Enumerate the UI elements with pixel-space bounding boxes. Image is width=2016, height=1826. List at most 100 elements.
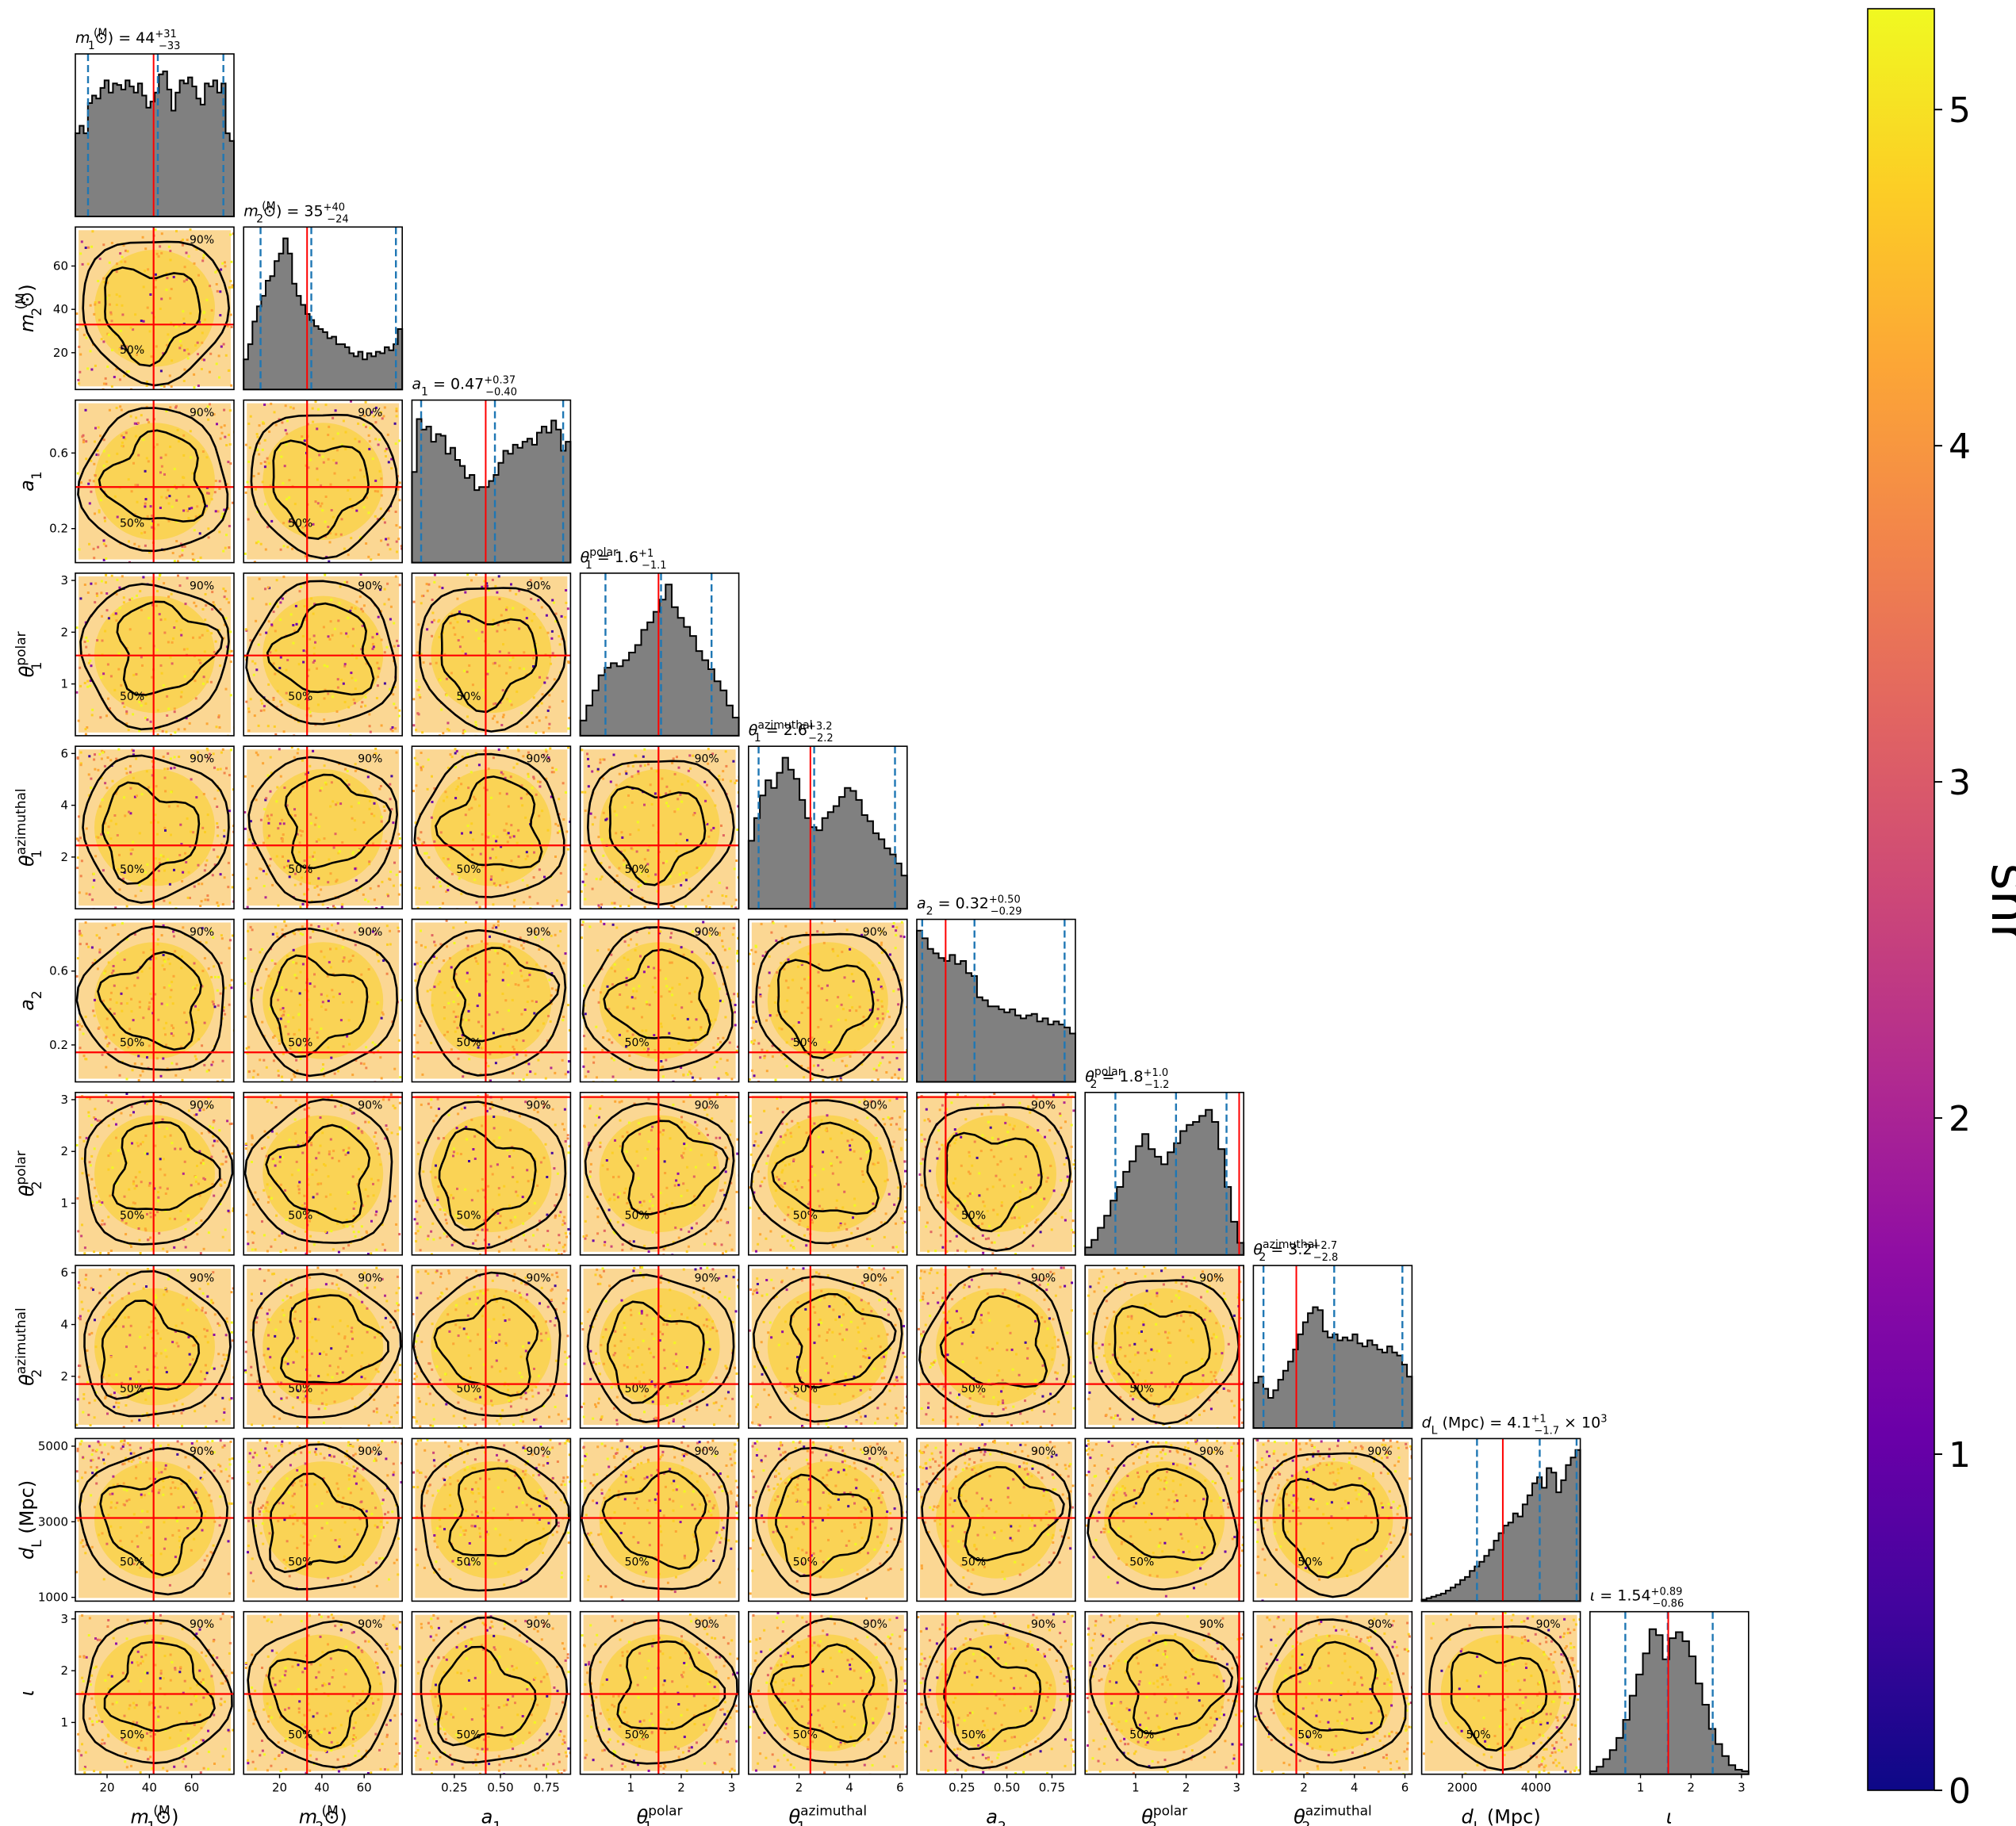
sample-point — [565, 1235, 568, 1238]
sample-point — [107, 1252, 110, 1255]
sample-point — [200, 1131, 203, 1135]
scatter-panel-m1-vs-theta2p: 90%50% — [75, 1092, 235, 1256]
sample-point — [715, 1136, 718, 1139]
sample-point — [270, 771, 273, 775]
sample-point — [140, 793, 144, 796]
sample-point — [960, 1135, 963, 1139]
sample-point — [548, 978, 551, 982]
sample-point — [722, 982, 725, 986]
sample-point — [169, 297, 172, 300]
sample-point — [166, 1067, 169, 1070]
sample-point — [438, 636, 441, 639]
scatter-points: 90%50% — [749, 1095, 907, 1255]
sample-point — [370, 1252, 373, 1255]
sample-point — [376, 661, 379, 664]
sample-point — [496, 630, 499, 633]
sample-point — [190, 830, 193, 833]
sample-point — [251, 1248, 254, 1251]
sample-point — [683, 1143, 686, 1146]
sample-point — [627, 959, 630, 961]
scatter-panel-m2-vs-theta1p: 90%50% — [243, 572, 404, 737]
sample-point — [114, 612, 117, 615]
sample-point — [185, 251, 188, 255]
sample-point — [737, 995, 739, 998]
sample-point — [276, 935, 279, 938]
sample-point — [725, 1250, 727, 1253]
sample-point — [377, 676, 380, 679]
sample-point — [502, 643, 504, 646]
sample-point — [200, 1162, 202, 1165]
sample-point — [761, 1181, 764, 1183]
sample-point — [719, 932, 721, 935]
sample-point — [382, 805, 385, 808]
contour-90 — [77, 407, 229, 553]
sample-point — [129, 415, 132, 418]
sample-point — [706, 822, 709, 825]
sample-point — [581, 748, 584, 752]
sample-point — [424, 946, 427, 949]
sample-point — [354, 438, 357, 441]
sample-point — [308, 1219, 311, 1223]
sample-point — [329, 966, 332, 969]
sample-point — [695, 1018, 698, 1021]
sample-point — [253, 714, 256, 718]
sample-point — [496, 920, 500, 923]
sample-point — [664, 1172, 667, 1174]
sample-point — [752, 1001, 755, 1004]
sample-point — [380, 610, 382, 613]
sample-point — [79, 353, 82, 356]
sample-point — [170, 385, 173, 388]
sample-point — [541, 810, 544, 813]
sample-point — [820, 1119, 823, 1122]
sample-point — [836, 1005, 839, 1008]
sample-point — [420, 766, 423, 769]
sample-point — [88, 502, 91, 505]
sample-point — [613, 1198, 616, 1201]
sample-point — [398, 709, 401, 712]
sample-point — [203, 869, 206, 872]
sample-point — [374, 438, 378, 441]
sample-point — [903, 1110, 906, 1112]
sample-point — [374, 421, 378, 424]
sample-point — [500, 1097, 503, 1101]
sample-point — [230, 1122, 233, 1125]
sample-point — [374, 752, 378, 755]
sample-point — [165, 496, 168, 500]
sample-point — [119, 405, 122, 408]
sample-point — [190, 1184, 193, 1187]
sample-point — [221, 1162, 224, 1166]
sample-point — [100, 777, 103, 780]
sample-point — [331, 989, 334, 992]
contour-90 — [245, 580, 397, 725]
sample-point — [108, 408, 111, 412]
sample-point — [521, 804, 524, 807]
sample-point — [144, 1151, 147, 1154]
sample-point — [178, 854, 182, 856]
sample-point — [145, 405, 148, 408]
sample-point — [89, 659, 92, 662]
sample-point — [900, 921, 903, 924]
sample-point — [166, 1127, 169, 1130]
sample-point — [253, 561, 256, 563]
sample-point — [351, 817, 354, 820]
sample-point — [458, 777, 461, 779]
sample-point — [830, 1164, 834, 1167]
sample-point — [251, 1134, 254, 1137]
contour-90 — [247, 756, 399, 904]
sample-point — [216, 902, 219, 905]
sample-point — [285, 1249, 288, 1251]
sample-point — [651, 1204, 654, 1208]
hist-panel-theta2p: θpolar 2 = 1.8+1.0 −1.2 — [1084, 1066, 1245, 1256]
sample-point — [102, 465, 105, 468]
sample-point — [149, 1212, 152, 1215]
sample-point — [219, 992, 222, 995]
contour-90 — [416, 928, 567, 1077]
sample-point — [123, 958, 126, 961]
sample-point — [629, 1067, 632, 1070]
sample-point — [550, 994, 553, 997]
sample-point — [607, 1208, 611, 1212]
sample-point — [159, 854, 163, 857]
sample-point — [364, 704, 367, 707]
sample-point — [389, 783, 392, 786]
sample-point — [637, 772, 640, 775]
